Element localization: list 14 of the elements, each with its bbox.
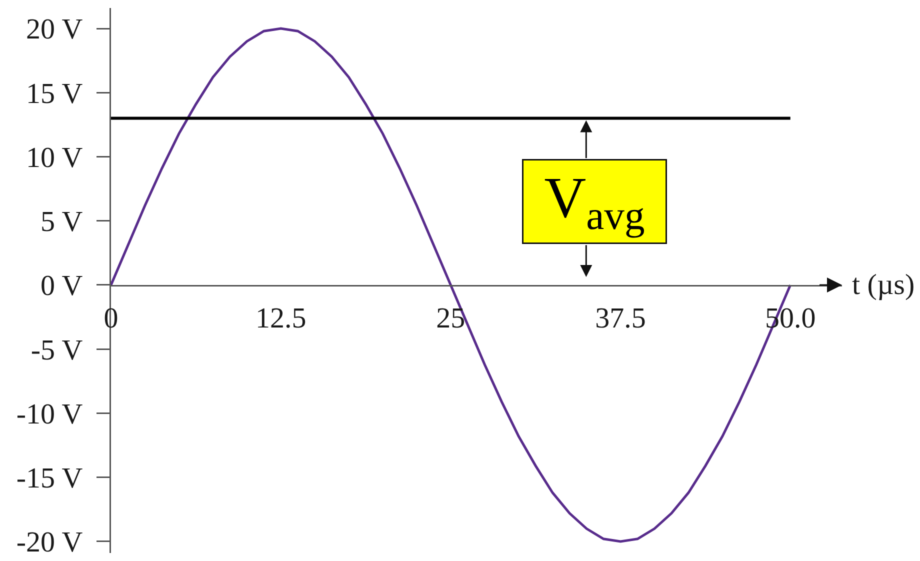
y-tick-label: 20 V bbox=[26, 14, 83, 46]
x-tick-label: 37.5 bbox=[595, 302, 646, 334]
y-tick-label: -20 V bbox=[16, 526, 83, 559]
x-tick-label: 12.5 bbox=[255, 302, 306, 334]
y-tick-label: 0 V bbox=[40, 270, 83, 302]
x-axis-title: t (µs) bbox=[852, 269, 915, 301]
y-tick-label: 15 V bbox=[26, 78, 83, 110]
x-tick-label: 25 bbox=[436, 302, 466, 334]
y-tick-label: -15 V bbox=[16, 462, 83, 494]
y-tick-label: -10 V bbox=[16, 398, 83, 430]
y-tick-label: 5 V bbox=[40, 206, 83, 238]
y-tick-label: -5 V bbox=[30, 334, 83, 366]
ref-line-label: V$_{avg}$ bbox=[544, 164, 645, 238]
y-tick-label: 10 V bbox=[26, 142, 83, 174]
